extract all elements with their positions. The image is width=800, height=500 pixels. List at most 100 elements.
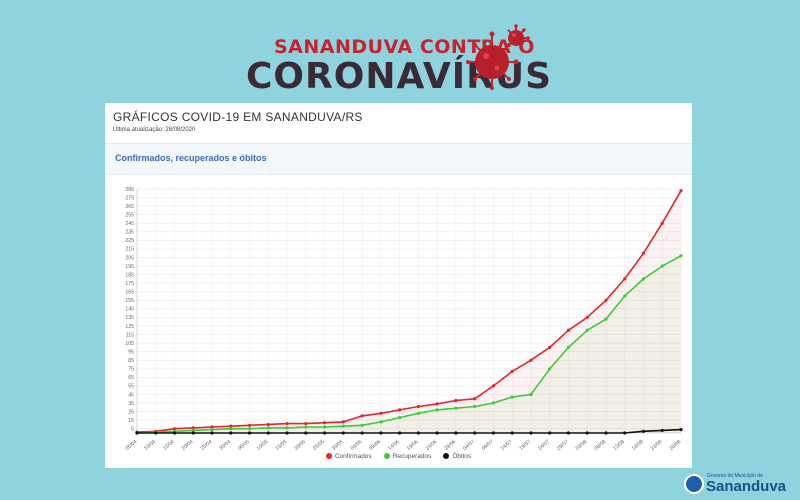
data-point-obitos xyxy=(304,431,308,435)
data-point-recuperados xyxy=(454,406,458,410)
data-point-recuperados xyxy=(229,427,233,431)
data-point-recuperados xyxy=(341,424,345,428)
data-point-recuperados xyxy=(529,392,533,397)
data-point-confirmados xyxy=(604,298,608,302)
y-tick-label: 145 xyxy=(125,307,134,313)
y-tick-label: 135 xyxy=(125,315,134,321)
data-point-obitos xyxy=(435,431,439,435)
series-line-recuperados xyxy=(136,255,682,434)
x-tick-label: 24/07 xyxy=(537,439,551,452)
y-tick-label: 35 xyxy=(128,401,134,407)
x-tick-label: 24/06 xyxy=(425,439,439,452)
data-point-confirmados xyxy=(548,345,552,349)
x-tick-label: 08/08 xyxy=(593,439,607,452)
chart-header: Confirmados, recuperados e óbitos xyxy=(105,143,692,175)
data-point-obitos xyxy=(135,431,139,435)
data-point-obitos xyxy=(548,431,552,435)
y-tick-label: 265 xyxy=(125,204,134,210)
x-tick-label: 05/04 xyxy=(124,439,138,452)
x-tick-label: 10/04 xyxy=(143,439,157,452)
x-tick-label: 09/06 xyxy=(368,439,382,452)
y-tick-label: 125 xyxy=(125,324,134,330)
legend-label-recuperados: Recuperados xyxy=(392,453,432,460)
y-tick-label: 165 xyxy=(125,290,134,296)
y-tick-label: 185 xyxy=(125,272,134,278)
data-point-recuperados xyxy=(491,401,496,405)
data-point-confirmados xyxy=(172,427,177,431)
y-tick-label: 235 xyxy=(125,230,134,236)
x-tick-label: 20/04 xyxy=(181,439,195,452)
data-point-confirmados xyxy=(322,421,327,425)
y-tick-label: 215 xyxy=(125,247,134,253)
data-point-obitos xyxy=(491,431,496,435)
data-point-recuperados xyxy=(566,345,571,349)
data-point-obitos xyxy=(566,431,571,435)
y-tick-label: 275 xyxy=(125,195,134,201)
series-line-confirmados xyxy=(136,190,682,433)
data-point-confirmados xyxy=(341,420,345,424)
data-point-confirmados xyxy=(491,384,496,388)
legend-label-confirmados: Confirmados xyxy=(334,453,372,460)
x-tick-label: 29/06 xyxy=(443,439,457,452)
x-tick-label: 15/05 xyxy=(275,439,289,452)
legend-item-recuperados: Recuperados xyxy=(383,453,432,460)
last-update-text: Última atualização: 28/08/2020 xyxy=(113,127,196,133)
y-tick-label: 115 xyxy=(126,332,134,338)
x-tick-label: 23/08 xyxy=(650,439,664,452)
y-tick-label: 245 xyxy=(125,221,134,227)
x-tick-label: 04/07 xyxy=(462,439,476,452)
data-point-obitos xyxy=(623,431,627,435)
logo-name: Sananduva xyxy=(706,478,787,495)
data-point-obitos xyxy=(341,431,345,435)
legend-marker-recuperados xyxy=(383,453,390,460)
y-tick-label: 85 xyxy=(128,358,134,364)
data-point-recuperados xyxy=(604,317,608,321)
data-point-confirmados xyxy=(210,425,214,429)
y-tick-label: 55 xyxy=(128,384,134,390)
data-point-confirmados xyxy=(566,328,571,332)
chart-header-title: Confirmados, recuperados e óbitos xyxy=(115,153,267,163)
data-point-recuperados xyxy=(548,367,552,371)
y-tick-label: 75 xyxy=(128,367,134,373)
data-point-confirmados xyxy=(360,414,364,418)
legend-label-obitos: Óbitos xyxy=(452,453,472,460)
data-point-obitos xyxy=(679,427,683,432)
chart-card: GRÁFICOS COVID-19 EM SANANDUVA/RS Última… xyxy=(105,103,692,468)
x-tick-label: 10/05 xyxy=(256,439,270,452)
page-title: GRÁFICOS COVID-19 EM SANANDUVA/RS xyxy=(113,110,363,124)
x-tick-label: 19/06 xyxy=(406,439,420,452)
logo-small-text: Governo do Município de xyxy=(707,473,763,479)
data-point-confirmados xyxy=(191,426,195,430)
data-point-obitos xyxy=(154,431,158,435)
data-point-obitos xyxy=(398,431,402,435)
data-point-confirmados xyxy=(660,221,664,225)
data-point-confirmados xyxy=(454,398,458,403)
x-tick-label: 15/04 xyxy=(162,439,176,452)
data-point-obitos xyxy=(360,431,364,435)
y-tick-label: 15 xyxy=(128,418,134,424)
y-tick-label: 5 xyxy=(131,427,134,433)
x-tick-label: 05/05 xyxy=(237,439,251,452)
data-point-obitos xyxy=(641,429,646,433)
data-point-confirmados xyxy=(398,408,402,412)
x-tick-label: 14/06 xyxy=(387,439,401,452)
x-tick-label: 29/07 xyxy=(556,439,570,452)
series-area-confirmados xyxy=(137,190,681,433)
y-tick-label: 105 xyxy=(125,341,134,347)
data-point-recuperados xyxy=(416,411,420,415)
data-point-confirmados xyxy=(623,277,627,281)
data-point-confirmados xyxy=(679,189,683,193)
y-tick-label: 45 xyxy=(128,392,134,398)
x-tick-label: 30/05 xyxy=(331,439,345,452)
data-point-confirmados xyxy=(585,315,589,320)
data-point-obitos xyxy=(379,431,383,435)
data-point-recuperados xyxy=(266,426,270,430)
data-point-recuperados xyxy=(641,277,646,281)
data-point-confirmados xyxy=(379,411,383,415)
data-point-obitos xyxy=(229,431,233,435)
data-point-obitos xyxy=(247,431,252,435)
x-tick-label: 28/08 xyxy=(668,439,682,452)
data-point-confirmados xyxy=(529,358,533,362)
data-point-recuperados xyxy=(585,328,589,332)
data-point-recuperados xyxy=(322,425,327,429)
